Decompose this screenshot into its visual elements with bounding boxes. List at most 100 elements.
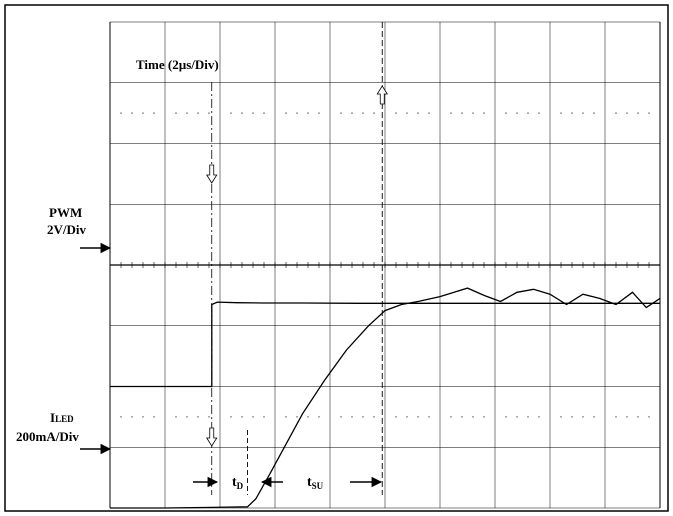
- grid-dot: [461, 416, 463, 418]
- figure-border: [4, 4, 669, 512]
- grid-dot: [318, 416, 320, 418]
- grid-dot: [362, 112, 364, 114]
- iled-label-prefix: I: [50, 410, 55, 425]
- grid-dot: [582, 416, 584, 418]
- grid-dot: [505, 112, 507, 114]
- grid-dot: [131, 416, 133, 418]
- grid-dot: [131, 112, 133, 114]
- grid-dot: [626, 416, 628, 418]
- grid-dot: [648, 416, 650, 418]
- grid-dot: [560, 416, 562, 418]
- grid-dot: [208, 112, 210, 114]
- grid-dot: [527, 416, 529, 418]
- grid-dot: [186, 416, 188, 418]
- settle-arrow-icon: [376, 85, 388, 105]
- grid-dot: [340, 416, 342, 418]
- grid-dot: [538, 112, 540, 114]
- grid-dot: [527, 112, 529, 114]
- grid-dot: [395, 416, 397, 418]
- grid-dot: [648, 112, 650, 114]
- grid-dot: [472, 112, 474, 114]
- iled-label-subscript: LED: [55, 414, 74, 424]
- cursor-markers: [206, 22, 388, 495]
- tsu-label-main: t: [307, 475, 312, 490]
- grid-dot: [318, 112, 320, 114]
- grid-dot: [252, 112, 254, 114]
- pwm-channel-label: PWM: [49, 205, 82, 220]
- grid-dot: [230, 416, 232, 418]
- iled-channel-label: ILED: [50, 410, 74, 425]
- grid-dot: [637, 112, 639, 114]
- grid-dot: [637, 416, 639, 418]
- grid-dot: [362, 416, 364, 418]
- grid-dot: [142, 112, 144, 114]
- grid-dot: [351, 416, 353, 418]
- grid-dot: [472, 416, 474, 418]
- td-label: tD: [232, 475, 244, 491]
- chart-title: Time (2µs/Div): [136, 57, 219, 72]
- grid-dot: [197, 112, 199, 114]
- grid-dot: [615, 416, 617, 418]
- grid-dot: [516, 416, 518, 418]
- grid-dot: [120, 112, 122, 114]
- grid-dot: [263, 416, 265, 418]
- grid-dot: [615, 112, 617, 114]
- grid-dot: [340, 112, 342, 114]
- grid-dot: [417, 112, 419, 114]
- grid-dot: [461, 112, 463, 114]
- grid-dot: [263, 112, 265, 114]
- grid-dot: [505, 416, 507, 418]
- grid-dot: [626, 112, 628, 114]
- grid-dot: [153, 416, 155, 418]
- grid-dot: [120, 416, 122, 418]
- grid-dot: [296, 112, 298, 114]
- grid-dot: [483, 416, 485, 418]
- grid-dot: [296, 416, 298, 418]
- grid-dot: [428, 416, 430, 418]
- grid-dot: [593, 416, 595, 418]
- iled-start-arrow-icon: [206, 427, 218, 447]
- grid-dot: [307, 112, 309, 114]
- grid-dot: [208, 416, 210, 418]
- iled-scale-label: 200mA/Div: [16, 429, 79, 444]
- grid-dot: [175, 112, 177, 114]
- grid-dot: [153, 112, 155, 114]
- grid-dot: [560, 112, 562, 114]
- grid-dot: [186, 112, 188, 114]
- grid-dot: [406, 112, 408, 114]
- pwm-scale-label: 2V/Div: [47, 222, 87, 237]
- grid-dot: [175, 416, 177, 418]
- grid-dot: [571, 416, 573, 418]
- tsu-label: tSU: [307, 475, 324, 491]
- grid-dot: [351, 112, 353, 114]
- pwm-trigger-arrow-icon: [206, 164, 218, 184]
- pwm-trace: [110, 301, 660, 388]
- grid-dot: [285, 112, 287, 114]
- grid-dot: [593, 112, 595, 114]
- grid-dot: [395, 112, 397, 114]
- grid-dot: [230, 112, 232, 114]
- grid-dot: [241, 416, 243, 418]
- grid-dot: [252, 416, 254, 418]
- td-label-main: t: [232, 475, 237, 490]
- grid-dot: [571, 112, 573, 114]
- grid-dot: [582, 112, 584, 114]
- grid-dot: [483, 112, 485, 114]
- grid-dot: [285, 416, 287, 418]
- grid-dot: [373, 416, 375, 418]
- grid-dot: [538, 416, 540, 418]
- grid-dot: [241, 112, 243, 114]
- grid-dot: [406, 416, 408, 418]
- grid-dot: [516, 112, 518, 114]
- grid-dot: [450, 416, 452, 418]
- tsu-label-subscript: SU: [312, 481, 324, 491]
- grid-dot: [373, 112, 375, 114]
- scope-grid: [109, 21, 661, 509]
- grid-dot: [197, 416, 199, 418]
- td-label-subscript: D: [237, 481, 244, 491]
- grid-dot: [142, 416, 144, 418]
- grid-dot: [417, 416, 419, 418]
- grid-dot: [428, 112, 430, 114]
- grid-dot: [450, 112, 452, 114]
